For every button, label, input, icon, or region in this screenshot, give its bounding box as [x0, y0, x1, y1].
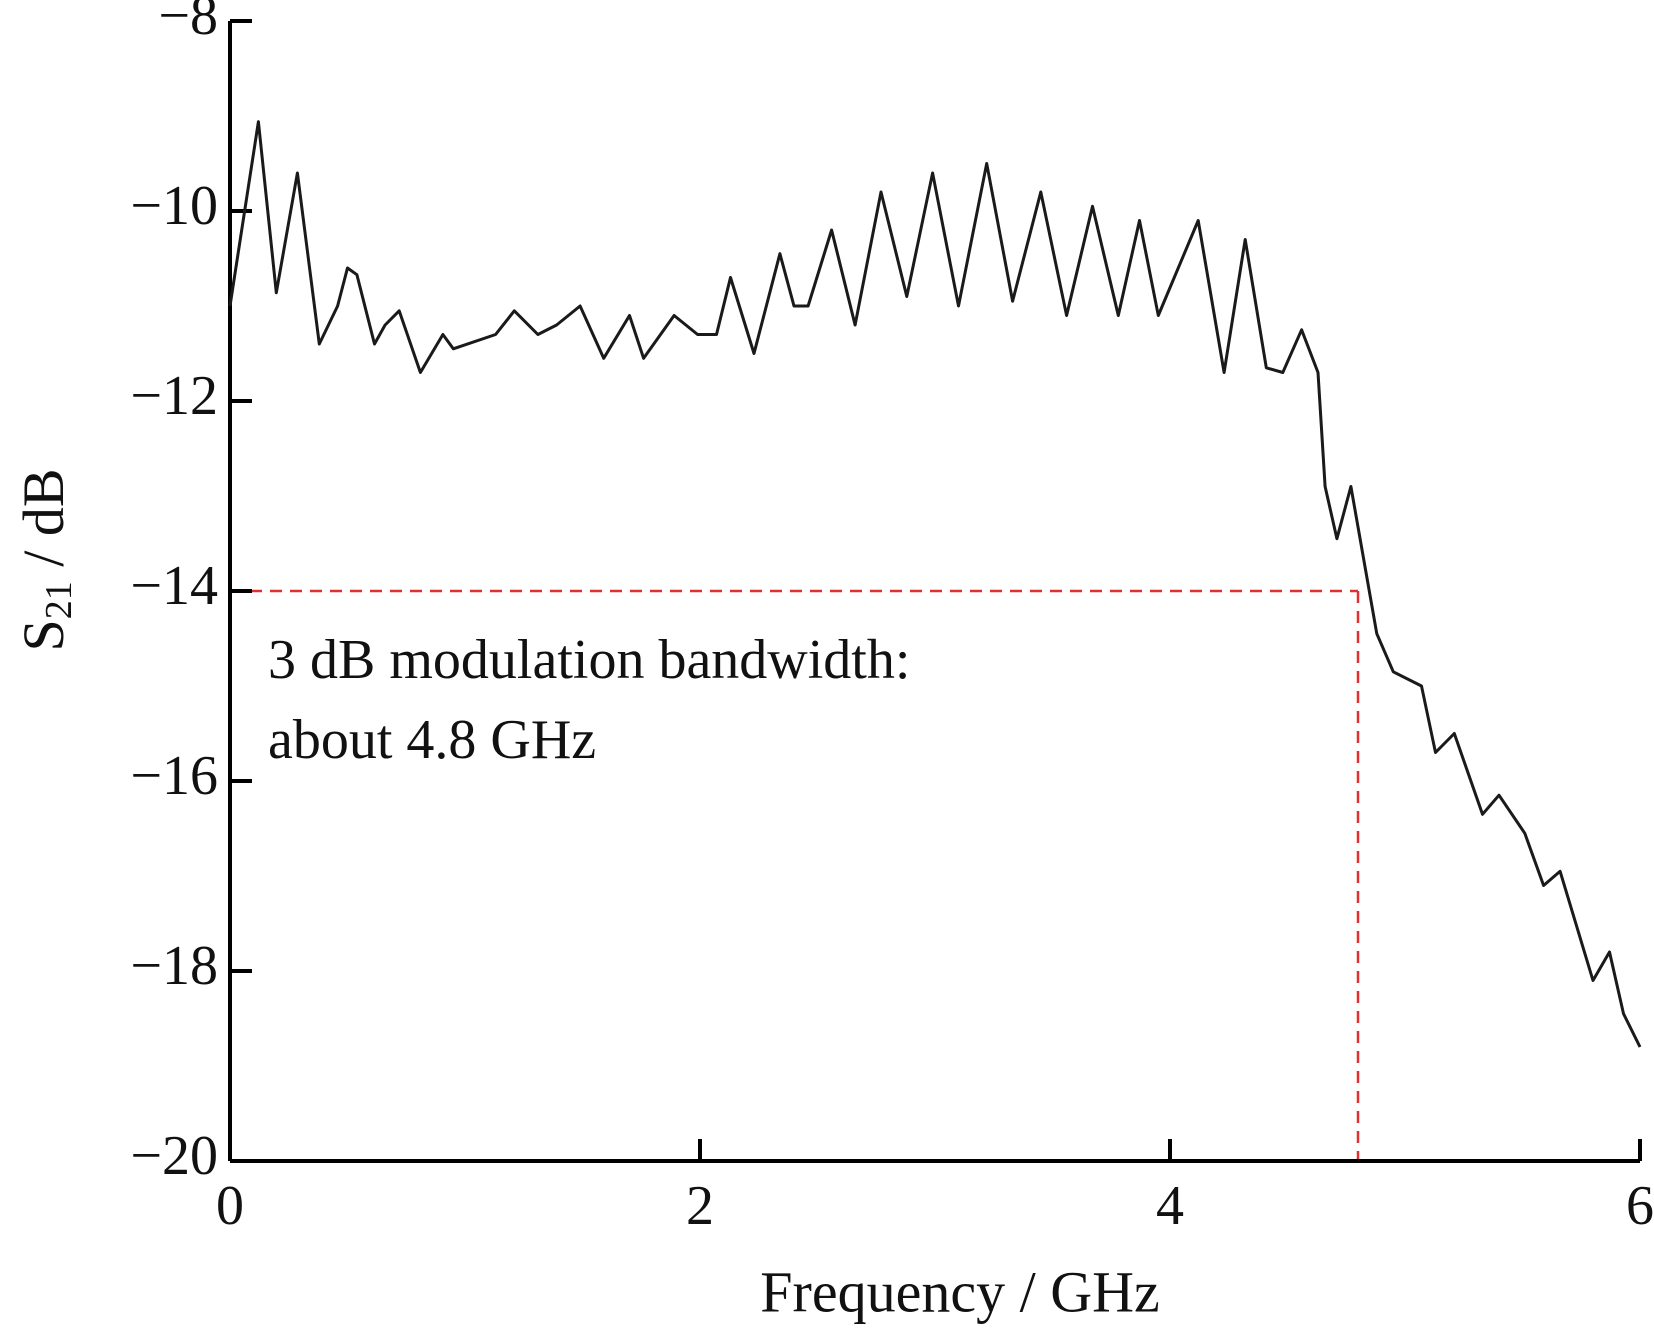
annotation: 3 dB modulation bandwidth:: [268, 629, 910, 691]
x-tick-label: 6: [1626, 1175, 1654, 1237]
y-tick-label: −16: [130, 745, 218, 807]
y-axis-label-subscript: 21: [38, 581, 80, 619]
x-axis-label: Frequency / GHz: [760, 1259, 1159, 1324]
data-line: [228, 120, 1642, 1048]
y-axis-label: S21 / dB: [11, 468, 79, 651]
x-tick-label: 0: [216, 1175, 244, 1237]
y-tick-label: −20: [130, 1125, 218, 1187]
y-tick-label: −10: [130, 175, 218, 237]
y-tick-label: −12: [130, 365, 218, 427]
y-axis-label-unit: / dB: [11, 468, 76, 581]
y-axis-label-main: S: [11, 619, 76, 651]
y-tick-label: −18: [130, 935, 218, 997]
annotation: about 4.8 GHz: [268, 709, 596, 771]
y-tick-label: −8: [158, 0, 218, 47]
y-tick-label: −14: [130, 555, 218, 617]
x-tick-label: 2: [686, 1175, 714, 1237]
x-tick-label: 4: [1156, 1175, 1184, 1237]
